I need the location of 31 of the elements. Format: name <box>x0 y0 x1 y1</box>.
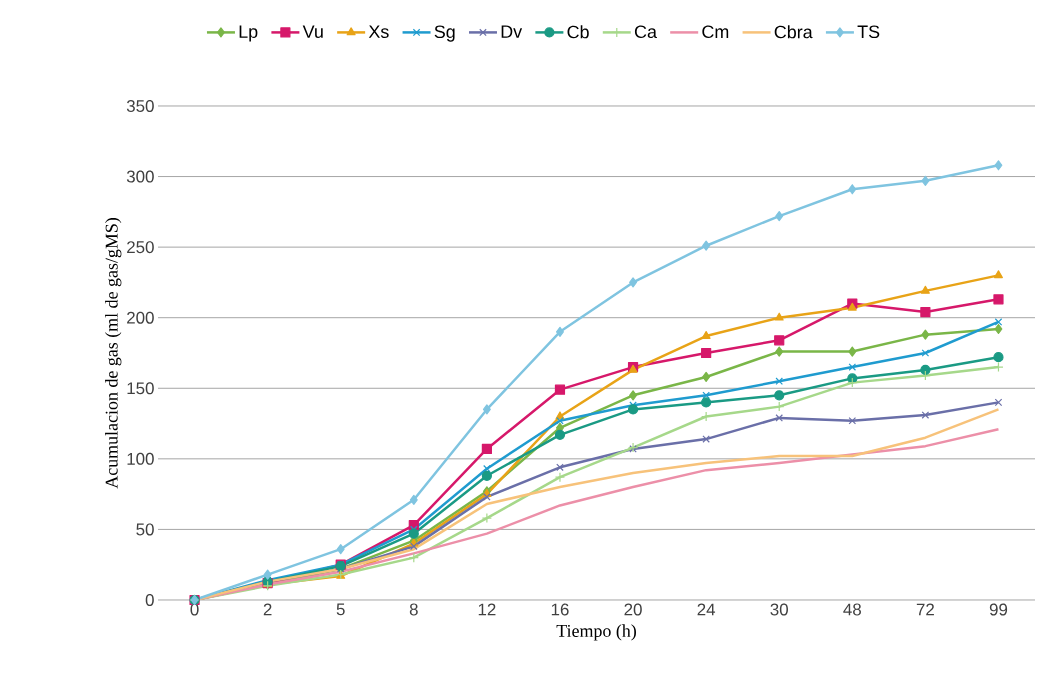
legend-label: Cb <box>567 25 589 39</box>
legend-label: Vu <box>302 25 323 39</box>
legend-label: Sg <box>434 25 455 42</box>
y-tick-label: 200 <box>127 311 154 324</box>
legend-label: TS <box>857 25 880 39</box>
x-tick-label: 99 <box>989 603 1008 616</box>
y-tick-label: 50 <box>136 523 154 536</box>
x-tick-label: 16 <box>551 603 569 616</box>
y-tick-label: 250 <box>127 241 154 254</box>
x-tick-label: 5 <box>336 603 345 616</box>
y-tick-label: 0 <box>145 593 154 606</box>
y-tick-label: 350 <box>126 99 154 112</box>
legend-label: Xs <box>368 25 389 39</box>
y-tick-label: 100 <box>127 452 154 465</box>
legend-label: Dv <box>501 25 523 38</box>
x-tick-label: 72 <box>916 603 934 616</box>
legend-label: Ca <box>634 25 657 39</box>
x-tick-label: 2 <box>263 603 272 616</box>
x-axis-title: Tiempo (h) <box>556 624 636 641</box>
x-tick-label: 48 <box>843 603 861 616</box>
x-tick-label: 8 <box>409 603 418 616</box>
legend-label: Cm <box>702 25 729 39</box>
legend-label: Lp <box>239 25 258 42</box>
y-tick-label: 150 <box>127 382 154 395</box>
y-tick-label: 300 <box>126 170 154 183</box>
y-axis-title: Acumulacion de gas (ml de gas/gMS) <box>105 218 122 489</box>
x-tick-label: 30 <box>770 603 788 616</box>
x-tick-label: 20 <box>624 603 642 616</box>
x-tick-label: 24 <box>697 603 716 616</box>
legend-label: Cbra <box>774 25 813 39</box>
x-tick-label: 12 <box>478 603 496 616</box>
